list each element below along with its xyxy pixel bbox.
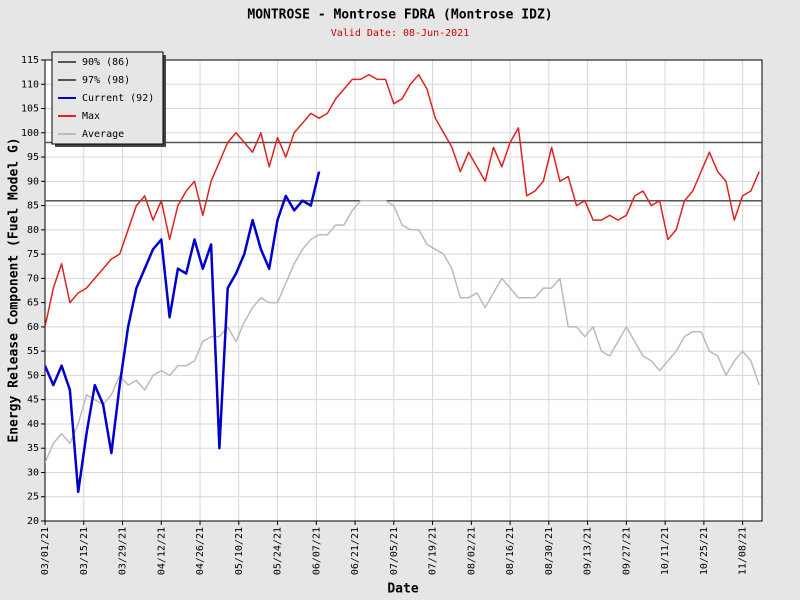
x-axis-label: Date [387,582,418,597]
y-axis-label: Energy Release Component (Fuel Model G) [7,137,22,442]
x-tick-label: 06/07/21 [311,527,322,575]
y-tick-label: 95 [27,152,39,163]
legend-label: Current (92) [82,93,154,104]
y-tick-label: 100 [21,128,39,139]
x-tick-label: 03/01/21 [40,527,51,575]
legend-label: Average [82,129,124,140]
x-tick-label: 08/30/21 [544,527,555,575]
y-tick-label: 70 [27,273,39,284]
y-tick-label: 105 [21,104,39,115]
y-tick-label: 25 [27,492,39,503]
y-tick-label: 30 [27,467,39,478]
x-tick-label: 06/21/21 [350,527,361,575]
y-tick-label: 115 [21,55,39,66]
x-tick-label: 08/16/21 [505,527,516,575]
x-tick-label: 05/10/21 [234,527,245,575]
plot-border [44,59,763,522]
y-tick-label: 45 [27,395,39,406]
x-tick-label: 08/02/21 [466,527,477,575]
x-tick-label: 03/29/21 [118,527,129,575]
chart-title: MONTROSE - Montrose FDRA (Montrose IDZ) [247,8,552,23]
y-tick-label: 40 [27,419,39,430]
legend-label: 90% (86) [82,57,130,68]
y-tick-label: 50 [27,370,39,381]
series-line [45,171,321,494]
x-tick-label: 11/08/21 [738,527,749,575]
y-tick-label: 35 [27,443,39,454]
x-tick-label: 07/19/21 [428,527,439,575]
chart-subtitle: Valid Date: 08-Jun-2021 [331,28,469,39]
y-tick-label: 90 [27,176,39,187]
y-tick-label: 80 [27,225,39,236]
y-tick-label: 65 [27,298,39,309]
x-tick-label: 10/25/21 [699,527,710,575]
series-line [45,73,760,328]
x-tick-label: 10/11/21 [660,527,671,575]
x-tick-label: 04/26/21 [195,527,206,575]
y-tick-label: 110 [21,79,39,90]
x-tick-label: 09/27/21 [621,527,632,575]
y-tick-label: 20 [27,516,39,527]
x-tick-label: 03/15/21 [79,527,90,575]
y-tick-label: 75 [27,249,39,260]
x-tick-label: 09/13/21 [583,527,594,575]
y-tick-label: 85 [27,201,39,212]
x-tick-label: 05/24/21 [273,527,284,575]
y-tick-label: 55 [27,346,39,357]
series-line [45,199,760,464]
legend-label: Max [82,111,100,122]
x-tick-label: 04/12/21 [156,527,167,575]
legend-label: 97% (98) [82,75,130,86]
y-tick-label: 60 [27,322,39,333]
x-tick-label: 07/05/21 [389,527,400,575]
